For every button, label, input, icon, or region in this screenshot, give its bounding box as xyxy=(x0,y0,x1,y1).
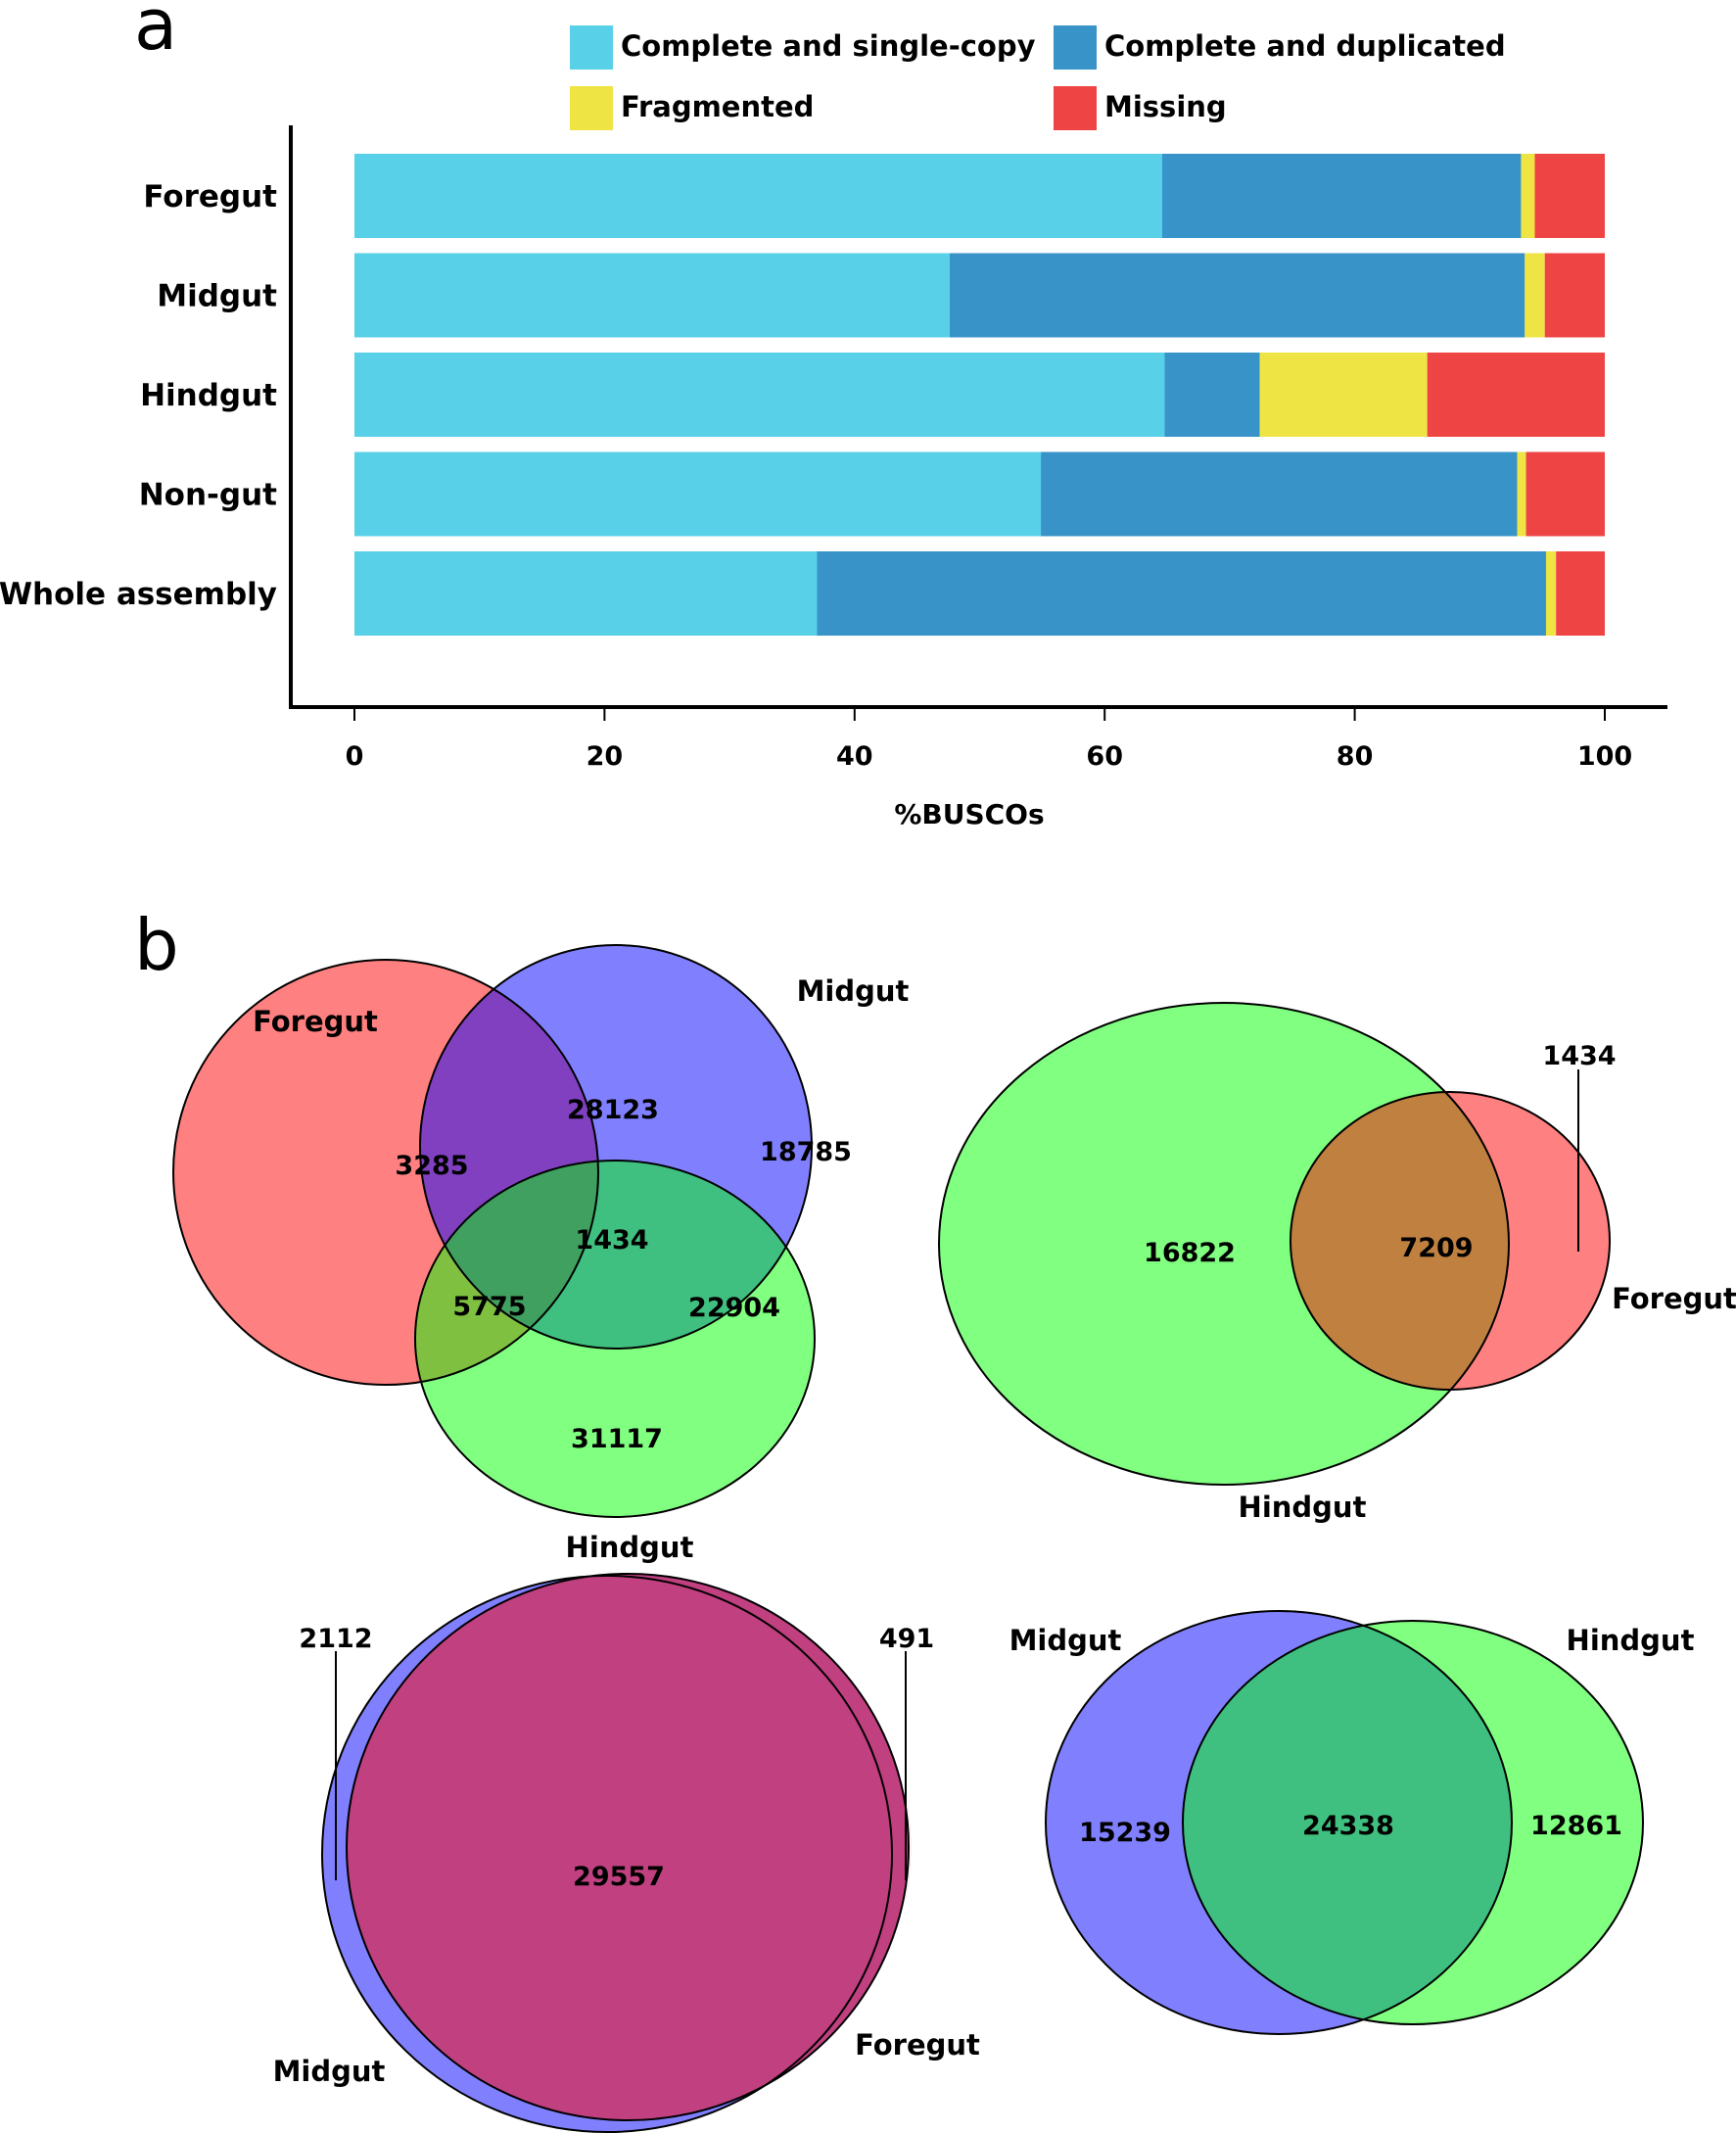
bar-whole-assembly-fragmented xyxy=(1545,551,1557,636)
bar-foregut-complete-and-single-copy xyxy=(354,154,1162,238)
bar-midgut-complete-and-single-copy xyxy=(354,253,950,338)
bar-hindgut-fragmented xyxy=(1259,353,1428,437)
category-label-hindgut: Hindgut xyxy=(140,378,277,413)
legend-swatch-single-copy xyxy=(570,25,613,70)
bar-whole-assembly-complete-and-duplicated xyxy=(817,551,1546,636)
venn1-midgut-only-count: 18785 xyxy=(760,1137,852,1167)
x-tick-label-80: 80 xyxy=(1337,741,1374,772)
venn3-foregut-only-count: 491 xyxy=(879,1624,934,1654)
venn1-all-three-region xyxy=(420,1161,598,1349)
category-label-non-gut: Non-gut xyxy=(139,478,277,513)
venn4-midgut-label: Midgut xyxy=(1009,1624,1122,1657)
legend-label-duplicated: Complete and duplicated xyxy=(1104,29,1506,63)
bar-foregut-missing xyxy=(1534,154,1605,238)
venn3-foregut-label: Foregut xyxy=(855,2028,980,2062)
venn1-midgut-outline xyxy=(419,944,813,1350)
venn2-shared-count: 7209 xyxy=(1399,1233,1473,1263)
venn1-foregut-hindgut-count: 5775 xyxy=(452,1292,526,1322)
venn1-foregut-midgut-count: 28123 xyxy=(567,1095,659,1125)
bar-non-gut-complete-and-single-copy xyxy=(354,451,1042,537)
venn2-foregut-outline xyxy=(1290,1091,1611,1391)
bar-non-gut-fragmented xyxy=(1517,451,1526,537)
category-label-whole-assembly: Whole assembly xyxy=(0,577,277,612)
bar-hindgut-complete-and-single-copy xyxy=(354,353,1165,437)
bars-group xyxy=(354,154,1605,636)
x-ticks: 0 20 40 60 80 100 xyxy=(346,707,1632,772)
venn3-overlap-region xyxy=(347,1574,909,2120)
legend-label-single-copy: Complete and single-copy xyxy=(621,29,1036,63)
venn4-midgut-outline xyxy=(1045,1610,1513,2035)
venn2-overlap-region xyxy=(1290,1092,1509,1390)
venn1-foregut-only-count: 3285 xyxy=(395,1151,468,1181)
venn3-shared-count: 29557 xyxy=(573,1862,665,1892)
legend: Complete and single-copy Complete and du… xyxy=(570,25,1506,130)
category-label-midgut: Midgut xyxy=(157,279,277,314)
panel-a-letter: a xyxy=(134,0,177,66)
legend-label-fragmented: Fragmented xyxy=(621,90,814,123)
legend-label-missing: Missing xyxy=(1104,90,1227,123)
bar-foregut-fragmented xyxy=(1521,154,1535,238)
bar-midgut-complete-and-duplicated xyxy=(949,253,1525,338)
bar-hindgut-complete-and-duplicated xyxy=(1164,353,1260,437)
legend-swatch-fragmented xyxy=(570,86,613,130)
venn4-overlap-region xyxy=(1183,1621,1512,2024)
bar-whole-assembly-missing xyxy=(1556,551,1605,636)
venn1-hindgut-label: Hindgut xyxy=(566,1531,694,1564)
legend-swatch-missing xyxy=(1054,86,1097,130)
venn2-hindgut-label: Hindgut xyxy=(1239,1491,1367,1524)
venn3-midgut-only-count: 2112 xyxy=(299,1624,372,1654)
venn1-hindgut-only-count: 31117 xyxy=(571,1424,663,1454)
legend-swatch-duplicated xyxy=(1054,25,1097,70)
venn-hindgut-foregut: Hindgut Foregut 16822 7209 1434 xyxy=(938,1002,1736,1524)
venn2-hindgut-outline xyxy=(938,1002,1510,1486)
x-tick-label-40: 40 xyxy=(836,741,873,772)
venn1-all-three-count: 1434 xyxy=(575,1225,648,1256)
bar-midgut-fragmented xyxy=(1525,253,1545,338)
venn1-midgut-label: Midgut xyxy=(797,974,910,1008)
venn1-foregut-label: Foregut xyxy=(253,1005,378,1038)
venn1-hindgut-outline xyxy=(414,1160,816,1518)
venn4-hindgut-only-count: 12861 xyxy=(1530,1811,1622,1841)
panel-b-letter: b xyxy=(134,904,179,986)
venn4-midgut-only-count: 15239 xyxy=(1079,1818,1171,1848)
venn3-midgut-outline xyxy=(321,1575,893,2133)
x-tick-label-0: 0 xyxy=(346,741,364,772)
bar-hindgut-missing xyxy=(1427,353,1605,437)
x-tick-label-100: 100 xyxy=(1577,741,1632,772)
venn2-hindgut-only-count: 16822 xyxy=(1144,1238,1236,1268)
venn1-midgut-hindgut-count: 22904 xyxy=(688,1293,780,1323)
venn2-foregut-only-count: 1434 xyxy=(1542,1041,1616,1071)
venn3-foregut-only-sliver xyxy=(903,1782,912,1912)
venn4-hindgut-label: Hindgut xyxy=(1567,1624,1695,1657)
venn3-foregut-outline xyxy=(346,1573,910,2121)
bar-non-gut-complete-and-duplicated xyxy=(1041,451,1518,537)
bar-non-gut-missing xyxy=(1525,451,1605,537)
x-tick-label-20: 20 xyxy=(586,741,624,772)
bar-foregut-complete-and-duplicated xyxy=(1161,154,1522,238)
venn4-shared-count: 24338 xyxy=(1302,1811,1394,1841)
venn-three-way: Foregut Midgut Hindgut 3285 28123 18785 … xyxy=(172,944,910,1564)
venn-midgut-foregut: 2112 491 29557 Midgut Foregut xyxy=(273,1573,980,2133)
venn3-midgut-label: Midgut xyxy=(273,2055,386,2088)
category-label-foregut: Foregut xyxy=(143,179,277,214)
category-labels: Foregut Midgut Hindgut Non-gut Whole assembl… xyxy=(0,179,277,612)
venn2-foregut-label: Foregut xyxy=(1612,1282,1736,1315)
bar-midgut-missing xyxy=(1544,253,1605,338)
x-axis-title: %BUSCOs xyxy=(894,798,1044,830)
venn4-hindgut-outline xyxy=(1182,1620,1644,2025)
venn-midgut-hindgut: Midgut Hindgut 15239 24338 12861 xyxy=(1009,1610,1695,2035)
venn1-foregut-outline xyxy=(172,959,599,1386)
x-tick-label-60: 60 xyxy=(1086,741,1123,772)
bar-whole-assembly-complete-and-single-copy xyxy=(354,551,818,636)
